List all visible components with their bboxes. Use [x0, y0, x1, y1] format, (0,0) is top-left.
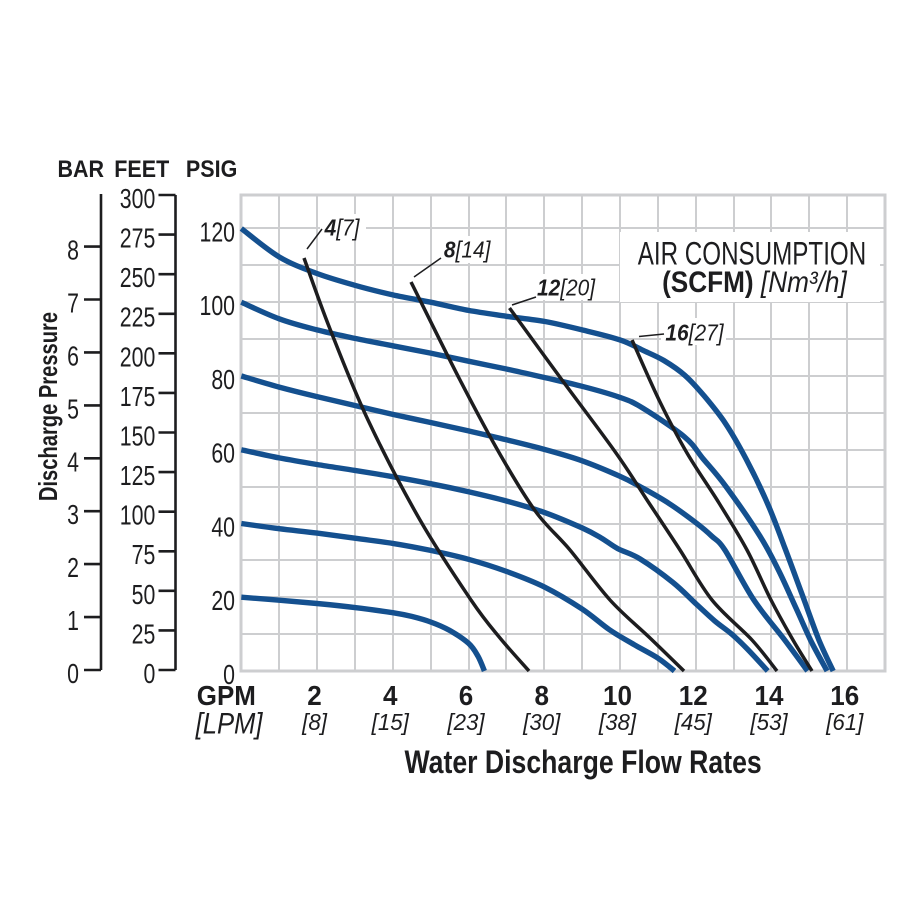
- svg-text:120: 120: [200, 217, 235, 249]
- svg-text:[45]: [45]: [674, 708, 713, 734]
- svg-text:5: 5: [67, 394, 79, 426]
- svg-text:3: 3: [67, 499, 79, 531]
- svg-text:[15]: [15]: [371, 708, 410, 734]
- svg-text:4: 4: [383, 680, 397, 711]
- svg-text:[23]: [23]: [446, 708, 485, 734]
- svg-text:8: 8: [535, 680, 549, 711]
- svg-text:14: 14: [755, 680, 784, 711]
- svg-text:20: 20: [211, 585, 235, 617]
- svg-text:100: 100: [200, 290, 235, 322]
- svg-text:275: 275: [120, 223, 155, 255]
- svg-text:175: 175: [120, 381, 155, 413]
- svg-text:75: 75: [132, 539, 156, 571]
- svg-text:250: 250: [120, 262, 155, 294]
- svg-text:BAR: BAR: [58, 155, 105, 183]
- svg-text:16[27]: 16[27]: [665, 319, 724, 345]
- svg-text:0: 0: [67, 658, 79, 690]
- svg-text:125: 125: [120, 460, 155, 492]
- svg-text:6: 6: [459, 680, 473, 711]
- svg-text:1: 1: [67, 605, 79, 637]
- svg-text:16: 16: [830, 680, 859, 711]
- svg-text:100: 100: [120, 500, 155, 532]
- svg-text:80: 80: [211, 364, 235, 396]
- svg-text:[53]: [53]: [749, 708, 788, 734]
- svg-text:0: 0: [143, 658, 155, 690]
- svg-text:60: 60: [211, 438, 235, 470]
- svg-text:7: 7: [67, 288, 79, 320]
- svg-text:Water Discharge Flow Rates: Water Discharge Flow Rates: [405, 745, 762, 781]
- svg-text:10: 10: [603, 680, 632, 711]
- svg-text:6: 6: [67, 341, 79, 373]
- svg-text:12: 12: [679, 680, 708, 711]
- svg-text:225: 225: [120, 302, 155, 334]
- svg-text:300: 300: [120, 183, 155, 215]
- svg-text:150: 150: [120, 421, 155, 453]
- svg-text:4[7]: 4[7]: [324, 214, 361, 240]
- svg-text:FEET: FEET: [114, 155, 169, 183]
- svg-text:GPM: GPM: [197, 680, 256, 711]
- svg-text:PSIG: PSIG: [186, 155, 237, 183]
- svg-text:(SCFM) [Nm³/h]: (SCFM) [Nm³/h]: [662, 265, 848, 298]
- svg-text:[LPM]: [LPM]: [195, 706, 264, 739]
- svg-text:8: 8: [67, 235, 79, 267]
- svg-text:50: 50: [132, 579, 156, 611]
- svg-text:40: 40: [211, 512, 235, 544]
- svg-text:AIR CONSUMPTION: AIR CONSUMPTION: [638, 236, 866, 272]
- svg-text:200: 200: [120, 342, 155, 374]
- svg-text:25: 25: [132, 619, 156, 651]
- svg-text:8[14]: 8[14]: [444, 236, 491, 262]
- svg-text:12[20]: 12[20]: [537, 274, 596, 300]
- svg-text:Discharge Pressure: Discharge Pressure: [34, 312, 63, 501]
- svg-text:[8]: [8]: [301, 708, 327, 734]
- svg-text:4: 4: [67, 447, 79, 479]
- svg-text:2: 2: [307, 680, 321, 711]
- svg-text:2: 2: [67, 552, 79, 584]
- svg-text:0: 0: [223, 659, 235, 691]
- svg-text:[30]: [30]: [522, 708, 561, 734]
- svg-text:[38]: [38]: [598, 708, 637, 734]
- svg-text:[61]: [61]: [825, 708, 864, 734]
